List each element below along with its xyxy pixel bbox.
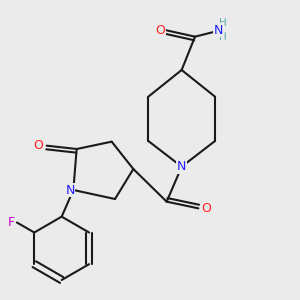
Text: N: N: [214, 23, 223, 37]
Text: O: O: [155, 23, 165, 37]
Text: N: N: [177, 160, 186, 173]
Text: H: H: [220, 18, 227, 28]
Text: O: O: [33, 139, 43, 152]
Text: H: H: [220, 32, 227, 42]
Text: F: F: [8, 216, 14, 229]
Text: N: N: [65, 184, 75, 196]
Text: O: O: [202, 202, 212, 215]
